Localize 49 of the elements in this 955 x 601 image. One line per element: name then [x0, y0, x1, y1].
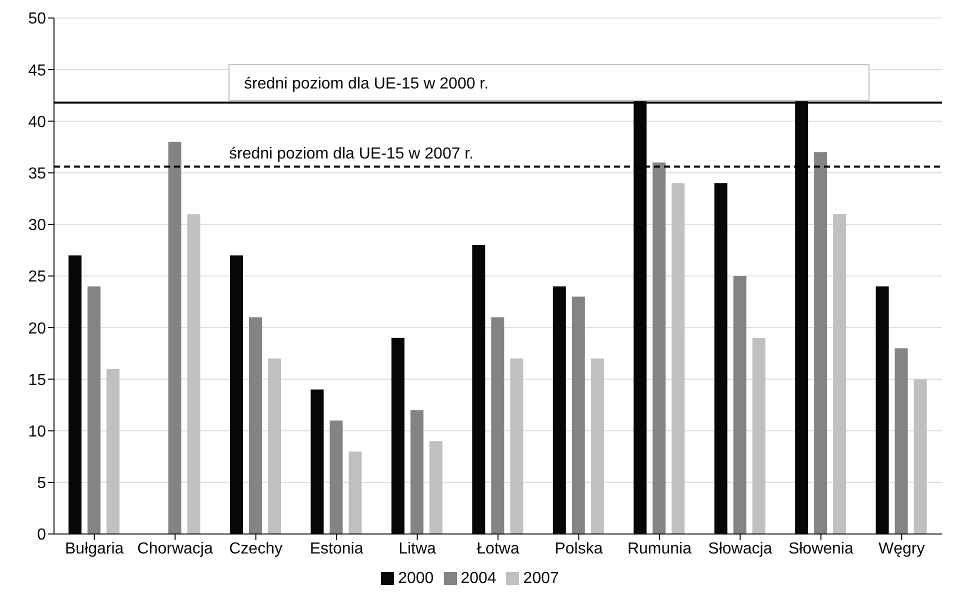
ref-line-label: średni poziom dla UE-15 w 2007 r.: [229, 146, 474, 163]
ref-line-label: średni poziom dla UE-15 w 2000 r.: [244, 76, 489, 93]
y-tick-label: 10: [28, 423, 46, 440]
bar: [590, 358, 604, 534]
bar: [268, 358, 281, 534]
y-tick-label: 20: [28, 320, 46, 338]
x-tick-label: Słowenia: [788, 540, 854, 558]
bar: [510, 358, 524, 534]
bar: [348, 451, 362, 534]
bar: [410, 410, 424, 534]
y-tick-label: 5: [37, 475, 46, 492]
bar: [894, 348, 908, 534]
y-tick-label: 40: [28, 114, 46, 131]
x-tick-label: Słowacja: [708, 540, 772, 558]
legend-label: 2004: [460, 570, 496, 587]
legend-label: 2007: [523, 570, 559, 587]
y-tick-label: 15: [28, 372, 46, 389]
x-tick-label: Litwa: [398, 540, 436, 558]
bar: [672, 183, 685, 534]
x-tick-label: Polska: [554, 540, 603, 558]
x-tick-label: Czechy: [229, 540, 282, 558]
x-tick-label: Łotwa: [476, 540, 520, 558]
bar: [914, 379, 927, 534]
bar: [833, 214, 846, 534]
bar: [429, 441, 442, 534]
x-tick-label: Węgry: [878, 540, 925, 558]
x-tick-label: Rumunia: [627, 540, 692, 558]
bar: [106, 368, 120, 534]
bar: [248, 317, 262, 534]
x-tick-label: Chorwacja: [137, 540, 213, 558]
bar: [491, 317, 504, 534]
bar: [330, 420, 343, 534]
y-tick-label: 25: [28, 268, 46, 286]
y-tick-label: 30: [28, 217, 46, 234]
legend-label: 2000: [398, 570, 434, 587]
x-tick-label: Bułgaria: [65, 540, 124, 558]
y-tick-label: 50: [28, 10, 46, 28]
bar: [652, 162, 666, 534]
bar: [752, 338, 766, 534]
y-tick-label: 0: [37, 526, 46, 544]
bar: [168, 142, 182, 534]
x-tick-label: Estonia: [310, 540, 364, 558]
bar: [814, 152, 828, 534]
y-tick-label: 35: [28, 165, 46, 182]
bar: [733, 276, 746, 534]
bar: [572, 296, 585, 534]
y-tick-label: 45: [28, 62, 46, 80]
bar: [187, 214, 200, 534]
bar: [88, 286, 101, 534]
